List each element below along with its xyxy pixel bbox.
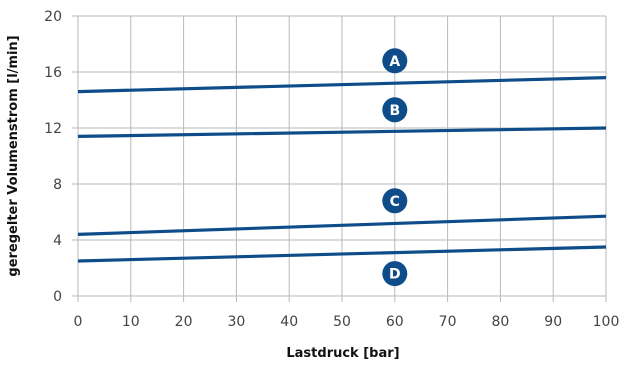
series-label-badge [382, 261, 408, 287]
x-tick-label: 80 [491, 314, 509, 330]
series-label-text: C [390, 194, 400, 210]
x-tick-label: 20 [175, 314, 193, 330]
x-tick-label: 70 [439, 314, 457, 330]
series-labels: A B C D [382, 48, 408, 287]
x-tick-label: 60 [386, 314, 404, 330]
y-tick-labels: 0 4 8 12 16 20 [44, 9, 62, 305]
series-label-d: D [382, 261, 408, 287]
y-axis-title: geregelter Volumenstrom [l/min] [6, 35, 21, 276]
y-tick-label: 12 [44, 121, 62, 137]
series-label-text: D [389, 267, 401, 283]
series-label-c: C [382, 188, 408, 214]
series-label-badge [382, 97, 408, 123]
x-tick-label: 90 [544, 314, 562, 330]
series-label-a: A [382, 48, 408, 74]
series-line-c [77, 214, 607, 236]
x-tick-label: 10 [122, 314, 140, 330]
series-label-text: B [389, 103, 400, 119]
series-lines [77, 76, 607, 263]
series-label-badge [382, 188, 408, 214]
series-line-b [77, 126, 607, 138]
series-line-a [77, 76, 607, 94]
series-label-text: A [389, 54, 400, 70]
x-axis-title: Lastdruck [bar] [286, 346, 399, 361]
grid [72, 15, 607, 302]
x-tick-label: 100 [593, 314, 620, 330]
series-line-d [77, 245, 607, 263]
x-tick-label: 0 [74, 314, 83, 330]
series-label-badge [382, 48, 408, 74]
y-tick-label: 16 [44, 65, 62, 81]
x-tick-label: 40 [280, 314, 298, 330]
x-tick-label: 50 [333, 314, 351, 330]
x-tick-labels: 0 10 20 30 40 50 60 70 80 90 100 [74, 314, 620, 330]
y-tick-label: 20 [44, 9, 62, 25]
y-tick-label: 8 [53, 177, 62, 193]
series-label-b: B [382, 97, 408, 123]
x-tick-label: 30 [227, 314, 245, 330]
y-tick-label: 0 [53, 289, 62, 305]
y-tick-label: 4 [53, 233, 62, 249]
